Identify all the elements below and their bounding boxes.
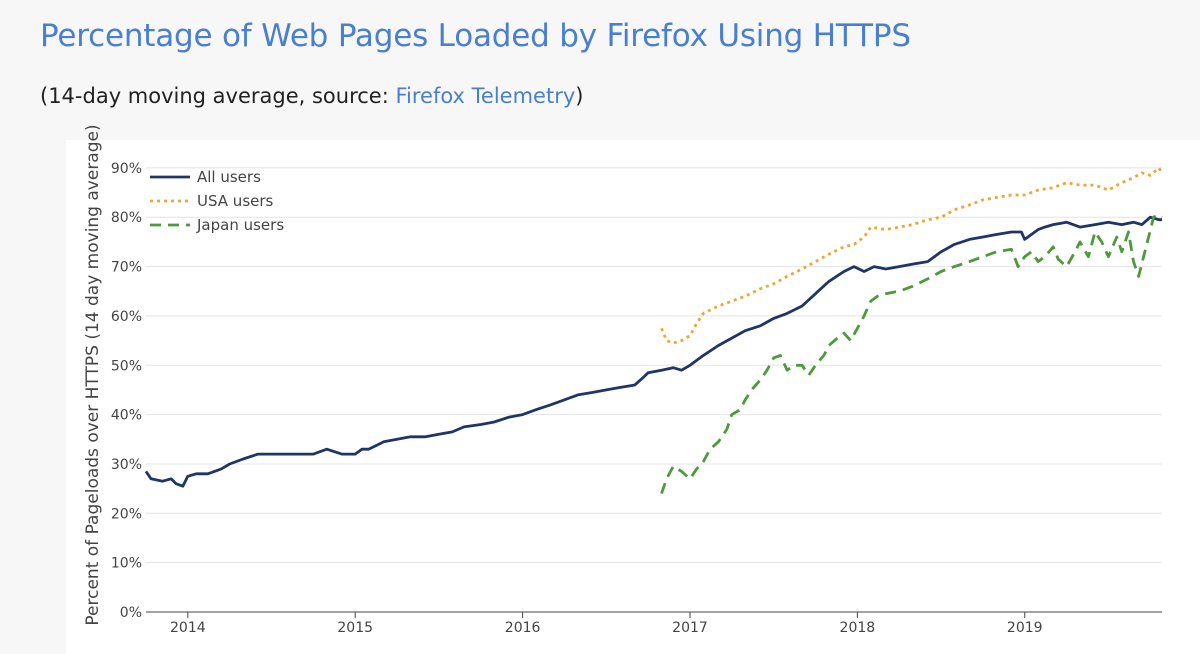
series-line-all-users: [144, 215, 1162, 488]
subtitle-prefix: (14-day moving average, source:: [40, 84, 396, 108]
y-axis-ticks: 0% 10% 20% 30% 40% 50% 60% 70% 80% 90%: [111, 161, 142, 621]
x-tick-label: 2015: [337, 620, 373, 636]
legend-label: All users: [197, 168, 261, 186]
chart-subtitle: (14-day moving average, source: Firefox …: [40, 84, 583, 108]
y-tick-label: 60%: [111, 309, 142, 325]
y-tick-label: 10%: [111, 556, 142, 572]
source-link[interactable]: Firefox Telemetry: [395, 84, 576, 108]
y-tick-label: 30%: [111, 457, 142, 473]
series-lines: [144, 166, 1164, 495]
series-line-japan-users: [660, 213, 1163, 495]
x-axis-ticks: 2014 2015 2016 2017 2018 2019: [170, 612, 1043, 636]
x-tick-label: 2018: [840, 620, 876, 636]
x-tick-label: 2014: [170, 620, 206, 636]
y-tick-label: 40%: [111, 408, 142, 424]
y-axis-label: Percent of Pageloads over HTTPS (14 day …: [83, 124, 103, 625]
y-tick-label: 70%: [111, 260, 142, 276]
y-tick-label: 90%: [111, 161, 142, 177]
legend: All users USA users Japan users: [150, 168, 284, 234]
y-tick-label: 50%: [111, 358, 142, 374]
x-tick-label: 2016: [505, 620, 541, 636]
legend-label: Japan users: [196, 216, 284, 234]
gridlines: [146, 167, 1162, 564]
x-tick-label: 2019: [1007, 620, 1043, 636]
x-tick-label: 2017: [672, 620, 708, 636]
page-title: Percentage of Web Pages Loaded by Firefo…: [40, 18, 911, 54]
y-tick-label: 20%: [111, 506, 142, 522]
subtitle-suffix: ): [575, 84, 584, 108]
chart-panel: [66, 140, 1200, 654]
y-tick-label: 0%: [120, 605, 142, 621]
legend-label: USA users: [197, 192, 274, 210]
y-tick-label: 80%: [111, 210, 142, 226]
